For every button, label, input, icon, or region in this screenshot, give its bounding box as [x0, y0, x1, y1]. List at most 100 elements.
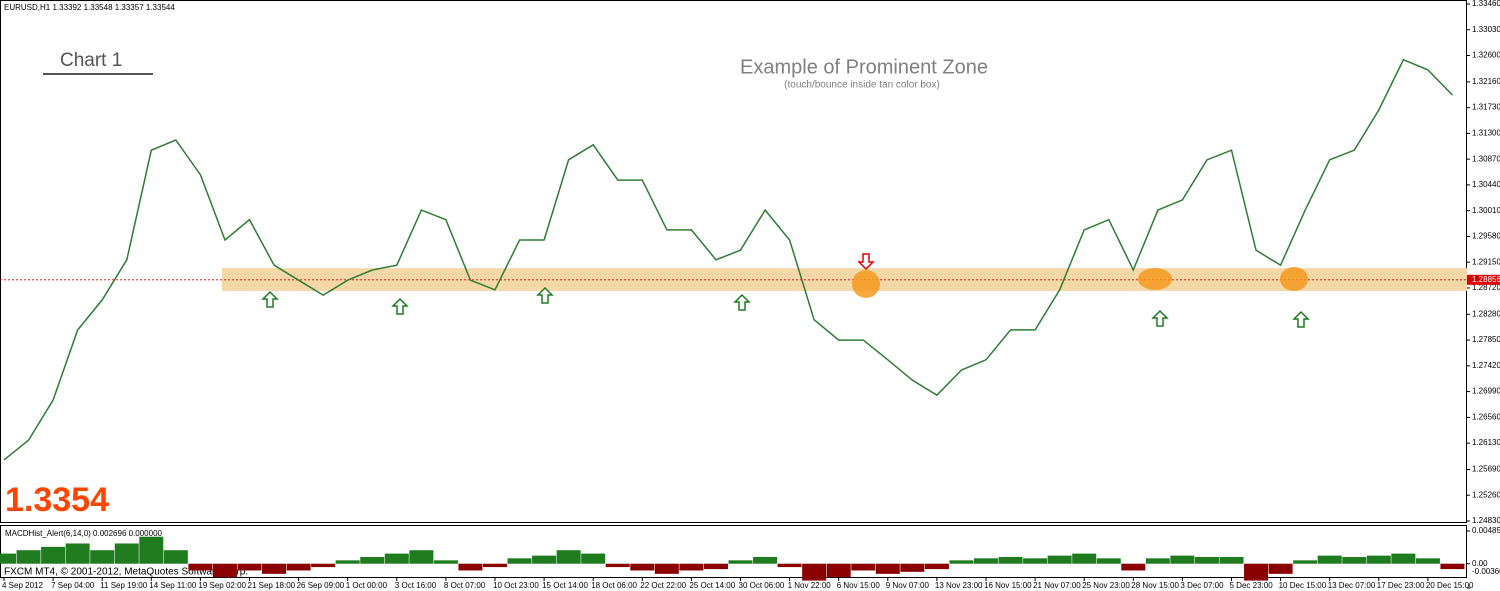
- histogram-bar: [90, 550, 115, 564]
- main-frame: [0, 0, 1467, 523]
- histogram-bar: [212, 563, 237, 578]
- histogram-bar: [188, 563, 213, 571]
- x-tick-label: 7 Sep 04:00: [51, 581, 95, 590]
- x-tick-label: 3 Dec 07:00: [1180, 581, 1224, 590]
- histogram-bar: [1072, 553, 1097, 564]
- x-tick-label: 6 Nov 15:00: [837, 581, 881, 590]
- x-tick-label: 22 Oct 22:00: [640, 581, 686, 590]
- histogram-bar: [1023, 558, 1048, 564]
- histogram-bar: [16, 550, 41, 564]
- x-tick-label: 21 Nov 07:00: [1033, 581, 1081, 590]
- histogram-bar: [114, 543, 139, 564]
- x-tick-label: 10 Dec 15:00: [1279, 581, 1327, 590]
- histogram-bar: [630, 563, 655, 571]
- histogram-bar: [65, 543, 90, 564]
- histogram-bar: [384, 553, 409, 564]
- y-tick-label: 1.30870: [1472, 154, 1500, 163]
- y-tick-label: 1.29150: [1472, 257, 1500, 266]
- up-arrows: [261, 286, 1310, 328]
- x-tick-label: 18 Oct 06:00: [591, 581, 637, 590]
- big-price: 1.3354: [5, 481, 109, 519]
- histogram-bar: [556, 550, 581, 564]
- histogram-bar: [826, 563, 851, 578]
- histogram-bar: [1293, 560, 1318, 564]
- histogram-bar: [581, 553, 606, 564]
- y-tick-label: -0.00360: [1472, 567, 1500, 576]
- chart-subtitle: (touch/bounce inside tan color box): [784, 80, 940, 91]
- histogram-bar: [728, 560, 753, 564]
- histogram-bar: [875, 563, 900, 574]
- footer: FXCM MT4, © 2001-2012, MetaQuotes Softwa…: [4, 567, 248, 578]
- x-tick-label: 8 Oct 07:00: [444, 581, 486, 590]
- x-tick-label: 21 Sep 18:00: [248, 581, 296, 590]
- up-arrow: [1292, 310, 1310, 328]
- current-price-tag: [1467, 274, 1500, 285]
- x-tick-label: 14 Sep 11:00: [149, 581, 197, 590]
- down-arrow: [857, 253, 875, 271]
- x-tick-label: 9 Nov 07:00: [886, 581, 930, 590]
- x-tick-label: 20 Dec 15:00: [1426, 581, 1474, 590]
- y-tick-label: 1.26990: [1472, 387, 1500, 396]
- y-tick-label: 1.31300: [1472, 129, 1500, 138]
- touch-circle: [1138, 268, 1172, 290]
- y-tick-label: 1.25690: [1472, 465, 1500, 474]
- y-tick-label: 1.28720: [1472, 283, 1500, 292]
- histogram-bar: [1121, 563, 1146, 571]
- chart-label: Chart 1: [60, 50, 122, 71]
- histogram-bar: [41, 546, 66, 564]
- header: EURUSD,H1 1.33392 1.33548 1.33357 1.3354…: [4, 3, 175, 12]
- chart-title: Example of Prominent Zone: [740, 56, 988, 78]
- histogram-bar: [507, 558, 532, 564]
- x-tick-label: 1 Nov 22:00: [788, 581, 832, 590]
- histogram-bar: [654, 563, 679, 574]
- histogram-bar: [311, 563, 336, 568]
- x-tick-label: 11 Sep 19:00: [100, 581, 148, 590]
- histogram-bar: [163, 550, 188, 564]
- histogram-bar: [1096, 558, 1121, 564]
- histogram-bar: [1170, 555, 1195, 564]
- y-tick-label: 1.27850: [1472, 335, 1500, 344]
- y-tick-label: 1.26130: [1472, 438, 1500, 447]
- histogram-bar: [1145, 558, 1170, 564]
- y-tick-label: 1.32160: [1472, 77, 1500, 86]
- y-tick-label: 1.32600: [1472, 51, 1500, 60]
- annotations: [852, 267, 1308, 298]
- y-tick-label: 1.28280: [1472, 309, 1500, 318]
- x-tick-label: 3 Oct 16:00: [395, 581, 437, 590]
- y-tick-label: 0.00: [1472, 559, 1488, 568]
- x-tick-label: 25 Nov 23:00: [1082, 581, 1130, 590]
- x-tick-label: 4 Sep 2012: [2, 581, 43, 590]
- histogram-bar: [433, 560, 458, 564]
- histogram-bar: [1391, 553, 1416, 564]
- price-line: [3, 58, 1454, 461]
- x-tick-label: 13 Nov 23:00: [935, 581, 983, 590]
- y-tick-label: 1.33460: [1472, 0, 1500, 8]
- histogram-bar: [262, 563, 287, 574]
- x-tick-label: 15 Oct 14:00: [542, 581, 588, 590]
- y-tick-label: 1.31730: [1472, 103, 1500, 112]
- histogram-bar: [1047, 555, 1072, 564]
- histogram-bar: [949, 560, 974, 564]
- x-tick-label: 26 Sep 09:00: [297, 581, 345, 590]
- histogram-bar: [335, 560, 360, 564]
- x-tick-label: 17 Dec 23:00: [1377, 581, 1425, 590]
- y-tick-label: 1.29580: [1472, 232, 1500, 241]
- x-tick-label: 28 Nov 15:00: [1131, 581, 1179, 590]
- histogram-bar: [0, 553, 16, 564]
- y-tick-label: 1.26560: [1472, 412, 1500, 421]
- up-arrow: [1151, 309, 1169, 327]
- histogram-bar: [483, 563, 507, 568]
- histogram-bar: [851, 563, 876, 571]
- histogram-bar: [998, 556, 1023, 564]
- histogram-bar: [237, 563, 262, 571]
- histogram-bar: [777, 563, 802, 568]
- up-arrow: [733, 293, 751, 311]
- histogram-bar: [924, 563, 949, 570]
- x-tick-label: 19 Sep 02:00: [198, 581, 246, 590]
- histogram-bar: [1244, 563, 1269, 581]
- histogram-bar: [900, 563, 925, 572]
- histogram-bar: [1317, 555, 1342, 564]
- up-arrow: [261, 290, 279, 308]
- histogram-bar: [1440, 563, 1465, 570]
